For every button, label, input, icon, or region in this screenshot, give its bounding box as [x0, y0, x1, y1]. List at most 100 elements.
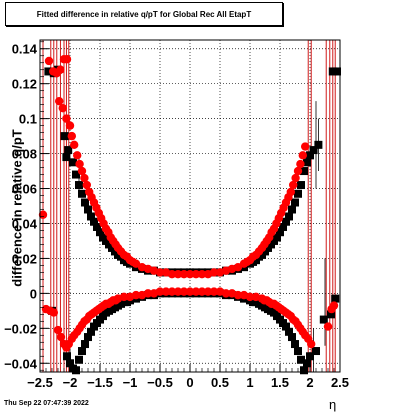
data-point-square [66, 359, 74, 368]
data-point-circle [65, 121, 75, 130]
data-point-circle [44, 56, 54, 66]
data-point-circle [197, 269, 207, 279]
y-tick-label: 0.08 [12, 147, 37, 162]
data-point-circle [38, 210, 48, 219]
data-point-circle [301, 142, 310, 151]
data-point-square [288, 205, 296, 214]
data-point-circle [209, 268, 219, 277]
data-points [38, 55, 341, 375]
data-point-circle [298, 151, 307, 160]
y-tick-labels: −0.04 −0.02 0 0.02 0.04 0.06 0.08 0.1 0.12 0.14 [4, 42, 38, 372]
x-tick-label: −1.5 [87, 375, 113, 390]
data-point-circle [296, 159, 305, 169]
data-point-circle [293, 166, 303, 176]
data-point-square [69, 158, 77, 167]
data-point-circle [62, 55, 72, 64]
data-point-square [328, 67, 337, 76]
x-tick-labels: −2.5 −2 −1.5 −1 −0.5 0 0.5 1 1.5 2 2.5 [27, 375, 349, 390]
data-point-square [297, 181, 305, 190]
chart-title: Fitted difference in relative q/pT for G… [5, 2, 283, 26]
data-point-circle [58, 103, 67, 113]
data-point-square [60, 132, 69, 141]
x-tick-label: −2.5 [27, 375, 53, 390]
data-point-circle [221, 289, 231, 298]
data-point-circle [62, 114, 71, 123]
data-point-square [327, 310, 335, 319]
data-point-circle [49, 308, 58, 317]
data-point-circle [245, 292, 255, 302]
data-point-square [90, 217, 98, 226]
data-point-square [303, 158, 311, 167]
data-point-circle [70, 140, 79, 150]
data-point-circle [143, 289, 153, 298]
data-point-circle [73, 151, 82, 160]
data-point-circle [161, 287, 171, 296]
data-point-square [87, 212, 95, 221]
x-tick-label: 0 [186, 375, 193, 390]
data-point-circle [203, 287, 213, 296]
data-point-square [288, 333, 296, 342]
data-point-circle [179, 269, 189, 279]
data-point-circle [167, 269, 177, 279]
data-point-circle [80, 173, 89, 183]
data-point-square [306, 151, 314, 160]
data-point-circle [82, 180, 92, 190]
data-point-square [75, 355, 83, 364]
data-point-square [294, 189, 302, 198]
data-point-circle [77, 166, 87, 176]
data-point-circle [291, 173, 300, 183]
data-point-circle [179, 287, 189, 296]
data-point-circle [155, 268, 165, 277]
data-point-square [291, 340, 299, 349]
data-point-square [285, 212, 293, 221]
data-point-square [285, 327, 293, 336]
x-axis-title: η [329, 397, 337, 412]
data-point-square [96, 228, 104, 237]
data-point-square [319, 315, 328, 324]
data-point-circle [56, 65, 65, 74]
data-point-circle [185, 269, 195, 279]
data-point-circle [119, 292, 129, 302]
data-point-square [309, 146, 318, 155]
data-point-square [78, 189, 86, 198]
data-point-circle [67, 131, 77, 141]
data-point-circle [55, 96, 64, 106]
x-tick-label: −1 [123, 375, 138, 390]
x-tick-label: 2 [306, 375, 313, 390]
data-point-square [81, 198, 89, 207]
y-tick-label: 0.06 [12, 182, 37, 197]
data-point-square [306, 352, 314, 361]
data-point-circle [197, 287, 207, 296]
data-point-square [312, 347, 320, 356]
y-axis-title: difference in relative q/pT [9, 129, 25, 287]
data-point-square [333, 67, 341, 76]
data-point-circle [209, 287, 219, 296]
data-point-square [279, 222, 287, 231]
y-tick-label: 0.12 [12, 77, 37, 92]
data-point-circle [323, 322, 333, 331]
data-point-circle [53, 325, 63, 335]
data-point-square [44, 67, 53, 76]
x-tick-label: 1 [246, 375, 253, 390]
x-tick-label: −0.5 [147, 375, 173, 390]
data-point-circle [307, 339, 316, 349]
y-tick-label: 0 [30, 286, 37, 301]
y-tick-label: 0.04 [12, 216, 38, 231]
y-tick-label: 0.14 [12, 42, 38, 57]
data-point-square [84, 205, 92, 214]
x-tick-label: 0.5 [211, 375, 229, 390]
data-point-circle [75, 159, 84, 169]
data-point-square [63, 352, 71, 361]
data-point-circle [185, 287, 195, 296]
data-point-circle [289, 180, 298, 190]
axis-ticks [39, 41, 341, 372]
y-tick-label: 0.02 [12, 251, 37, 266]
data-point-square [331, 294, 340, 303]
data-point-square [291, 198, 299, 207]
data-point-square [294, 347, 302, 356]
x-tick-label: 1.5 [271, 375, 289, 390]
data-point-square [93, 222, 101, 231]
y-tick-label: −0.02 [4, 321, 37, 336]
data-point-square [282, 322, 290, 331]
